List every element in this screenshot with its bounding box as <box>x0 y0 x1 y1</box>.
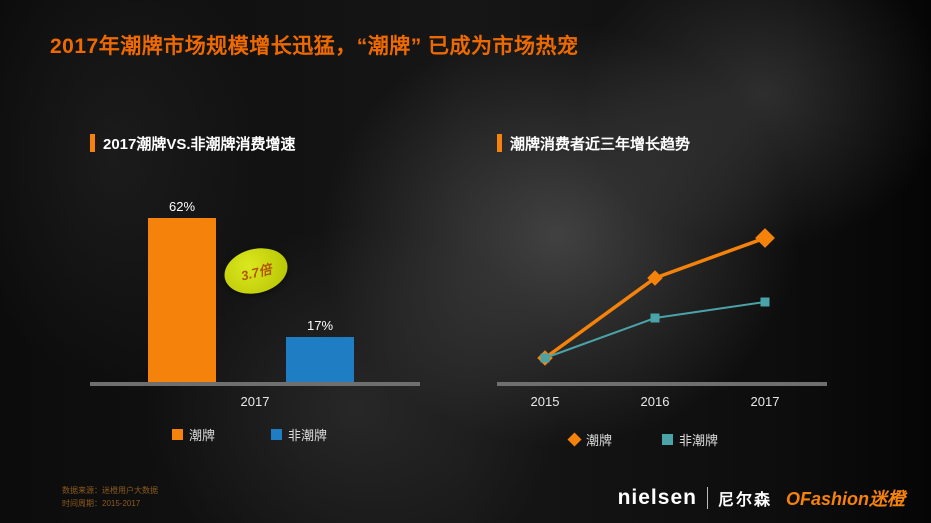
data-point-marker <box>760 297 770 307</box>
source-line: 数据来源：迷橙用户大数据 <box>62 485 158 495</box>
bar-value-label: 17% <box>306 318 334 334</box>
title-accent-bar <box>497 134 502 152</box>
line-x-ticks: 2015 2016 2017 <box>497 394 827 410</box>
line-chart-title: 潮牌消费者近三年增长趋势 <box>510 135 691 153</box>
data-source-note: 数据来源：迷橙用户大数据 时间周期：2015-2017 <box>62 484 158 511</box>
legend-item-非潮牌: 非潮牌 <box>271 425 327 444</box>
x-tick-2017: 2017 <box>750 394 780 409</box>
legend-label: 潮牌 <box>586 433 613 448</box>
bar-group-非潮牌: 17% <box>286 197 354 382</box>
legend-item-非潮牌: 非潮牌 <box>662 430 718 449</box>
bar-chart-title-row: 2017潮牌VS.非潮牌消费增速 <box>90 133 420 153</box>
bar-x-axis-label: 2017 <box>240 394 270 409</box>
multiplier-badge: 3.7倍 <box>219 241 293 301</box>
bar-value-label: 62% <box>168 199 196 215</box>
legend-label: 潮牌 <box>189 428 216 443</box>
x-tick-2016: 2016 <box>640 394 670 409</box>
bar-chart-panel: 2017潮牌VS.非潮牌消费增速 3.7倍 62% 17% 2017 潮牌 非潮牌 <box>90 133 420 444</box>
data-point-marker <box>650 313 660 323</box>
bar-group-潮牌: 62% <box>148 197 216 382</box>
nielsen-chinese-logo: 尼尔森 <box>717 492 772 509</box>
line-chart-svg <box>497 228 827 386</box>
legend-square-icon <box>662 434 674 445</box>
multiplier-text: 3.7倍 <box>239 260 274 284</box>
ofashion-logo: OFashion迷橙 <box>785 489 905 509</box>
data-point-marker <box>540 353 550 363</box>
line-chart-panel: 潮牌消费者近三年增长趋势 2015 2016 2017 潮牌 非潮牌 <box>497 133 827 449</box>
line-legend: 潮牌 非潮牌 <box>497 430 827 449</box>
x-tick-2015: 2015 <box>530 394 560 409</box>
bar-chart-title: 2017潮牌VS.非潮牌消费增速 <box>103 135 296 153</box>
legend-label: 非潮牌 <box>679 433 719 448</box>
legend-item-潮牌: 潮牌 <box>567 430 613 449</box>
page-title: 2017年潮牌市场规模增长迅猛，“潮牌” 已成为市场热宠 <box>50 35 579 58</box>
title-accent-bar <box>90 134 95 152</box>
legend-label: 非潮牌 <box>288 428 328 443</box>
legend-diamond-icon <box>567 432 582 447</box>
bar <box>148 218 216 382</box>
series-line-潮牌 <box>543 236 766 360</box>
data-point-marker <box>755 228 775 248</box>
legend-square-icon <box>271 429 283 440</box>
legend-item-潮牌: 潮牌 <box>172 425 215 444</box>
legend-square-icon <box>172 429 183 440</box>
bar <box>286 337 354 382</box>
bar-plot-area: 3.7倍 62% 17% <box>90 197 420 386</box>
bar-legend: 潮牌 非潮牌 <box>90 425 420 444</box>
brand-divider <box>706 487 708 509</box>
series-line-非潮牌 <box>544 301 766 359</box>
line-chart-title-row: 潮牌消费者近三年增长趋势 <box>497 133 827 153</box>
nielsen-logo: nielsen <box>617 486 697 509</box>
period-line: 时间周期：2015-2017 <box>62 499 141 509</box>
brand-row: nielsen 尼尔森 OFashion迷橙 <box>618 485 905 511</box>
